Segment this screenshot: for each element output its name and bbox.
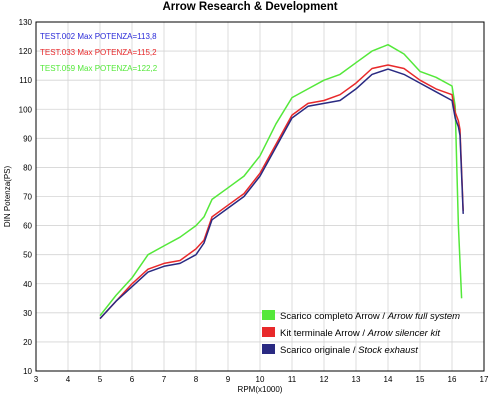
y-tick-label: 70	[23, 193, 32, 202]
x-tick-label: 17	[480, 375, 489, 384]
y-tick-label: 110	[19, 76, 32, 85]
legend-label: Scarico completo Arrow / Arrow full syst…	[280, 311, 460, 322]
x-tick-label: 9	[226, 375, 231, 384]
max-power-annotations: TEST.002 Max POTENZA=113,8 TEST.033 Max P…	[40, 32, 158, 73]
x-tick-label: 15	[416, 375, 425, 384]
legend-swatch	[262, 327, 275, 337]
y-tick-label: 100	[19, 105, 33, 114]
x-tick-label: 5	[98, 375, 103, 384]
max-power-annotation: TEST.033 Max POTENZA=115,2	[40, 48, 157, 57]
y-tick-label: 50	[23, 251, 32, 260]
plot-frame	[35, 21, 485, 372]
y-tick-label: 40	[23, 280, 32, 289]
legend: Scarico completo Arrow / Arrow full syst…	[262, 310, 460, 356]
y-tick-label: 80	[23, 163, 32, 172]
legend-swatch	[262, 310, 275, 320]
legend-label: Kit terminale Arrow / Arrow silencer kit	[280, 328, 440, 339]
y-tick-label: 10	[23, 367, 32, 376]
legend-swatch	[262, 344, 275, 354]
x-tick-label: 3	[34, 375, 39, 384]
y-axis-label: DIN Potenza(PS)	[3, 165, 12, 227]
x-tick-label: 11	[288, 375, 297, 384]
x-tick-label: 16	[448, 375, 457, 384]
y-tick-label: 60	[23, 222, 32, 231]
y-tick-label: 120	[19, 47, 33, 56]
tick-labels: 3 4 5 6 7 8 9 10 11 12 13 14 15 16 17 10 20 30 40 50 60 70 80 9…	[19, 18, 489, 384]
y-tick-label: 130	[19, 18, 33, 27]
series-line-1	[99, 43, 463, 317]
x-tick-label: 8	[194, 375, 199, 384]
x-axis-label: RPM(x1000)	[238, 385, 283, 394]
legend-label: Scarico originale / Stock exhaust	[280, 345, 418, 356]
y-tick-label: 30	[23, 309, 32, 318]
series-lines	[99, 43, 464, 320]
y-tick-label: 90	[23, 134, 32, 143]
x-tick-label: 13	[352, 375, 361, 384]
y-tick-label: 20	[23, 338, 32, 347]
series-line-3	[99, 68, 464, 320]
x-tick-label: 4	[66, 375, 71, 384]
chart-title: Arrow Research & Development	[162, 1, 338, 13]
x-tick-label: 7	[162, 375, 167, 384]
x-tick-label: 6	[130, 375, 135, 384]
x-tick-label: 14	[384, 375, 393, 384]
max-power-annotation: TEST.002 Max POTENZA=113,8	[40, 32, 157, 41]
x-tick-label: 12	[320, 375, 329, 384]
x-tick-label: 10	[256, 375, 265, 384]
max-power-annotation: TEST.059 Max POTENZA=122,2	[40, 64, 158, 73]
series-line-2	[99, 64, 464, 320]
